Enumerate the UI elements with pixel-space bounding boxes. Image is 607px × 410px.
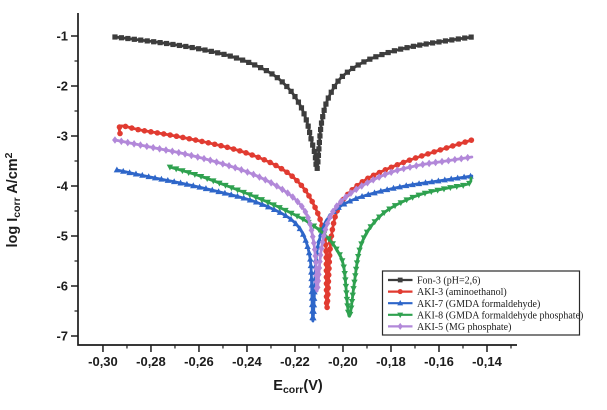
series-fon-3 bbox=[112, 34, 474, 171]
legend: Fon-3 (pH=2,6)AKI-3 (aminoethanol)AKI-7 … bbox=[381, 270, 583, 336]
y-tick-label: -3 bbox=[56, 129, 68, 144]
x-tick-label: -0,14 bbox=[472, 354, 502, 369]
x-axis-title: Ecorr(V) bbox=[273, 378, 323, 396]
series-aki-5 bbox=[112, 136, 474, 293]
x-tick-label: -0,22 bbox=[280, 354, 310, 369]
legend-box bbox=[381, 270, 581, 336]
y-axis-title: log Icorr A/cm2 bbox=[3, 152, 23, 247]
legend-item: AKI-7 (GMDA formaldehyde) bbox=[388, 299, 540, 310]
x-tick-label: -0,24 bbox=[232, 354, 262, 369]
y-tick-label: -6 bbox=[56, 279, 68, 294]
x-tick-label: -0,28 bbox=[136, 354, 166, 369]
legend-label: Fon-3 (pH=2,6) bbox=[417, 276, 480, 287]
y-tick-label: -1 bbox=[56, 29, 68, 44]
legend-label: AKI-8 (GMDA formaldehyde phosphate) bbox=[417, 310, 583, 321]
legend-item: AKI-8 (GMDA formaldehyde phosphate) bbox=[388, 310, 583, 321]
x-tick-label: -0,30 bbox=[88, 354, 118, 369]
legend-label: AKI-7 (GMDA formaldehyde) bbox=[417, 299, 540, 310]
y-tick-label: -2 bbox=[56, 79, 68, 94]
legend-item: Fon-3 (pH=2,6) bbox=[388, 276, 480, 287]
series-aki-3 bbox=[116, 123, 475, 311]
axes: -0,30 -0,28 -0,26 -0,24 -0,22 -0,20 -0,18 -0,16… bbox=[56, 13, 517, 369]
x-tick-label: -0,26 bbox=[184, 354, 214, 369]
legend-item: AKI-3 (aminoethanol) bbox=[388, 287, 507, 298]
x-tick-label: -0,18 bbox=[376, 354, 406, 369]
y-tick-label: -5 bbox=[56, 229, 68, 244]
y-tick-label: -7 bbox=[56, 329, 68, 344]
x-tick-label: -0,16 bbox=[424, 354, 454, 369]
series-aki-8 bbox=[166, 164, 473, 318]
y-tick-label: -4 bbox=[56, 179, 68, 194]
legend-label: AKI-3 (aminoethanol) bbox=[417, 287, 507, 298]
x-tick-label: -0,20 bbox=[328, 354, 358, 369]
legend-item: AKI-5 (MG phosphate) bbox=[388, 322, 511, 333]
series-aki-7 bbox=[113, 166, 474, 323]
legend-label: AKI-5 (MG phosphate) bbox=[417, 322, 511, 333]
